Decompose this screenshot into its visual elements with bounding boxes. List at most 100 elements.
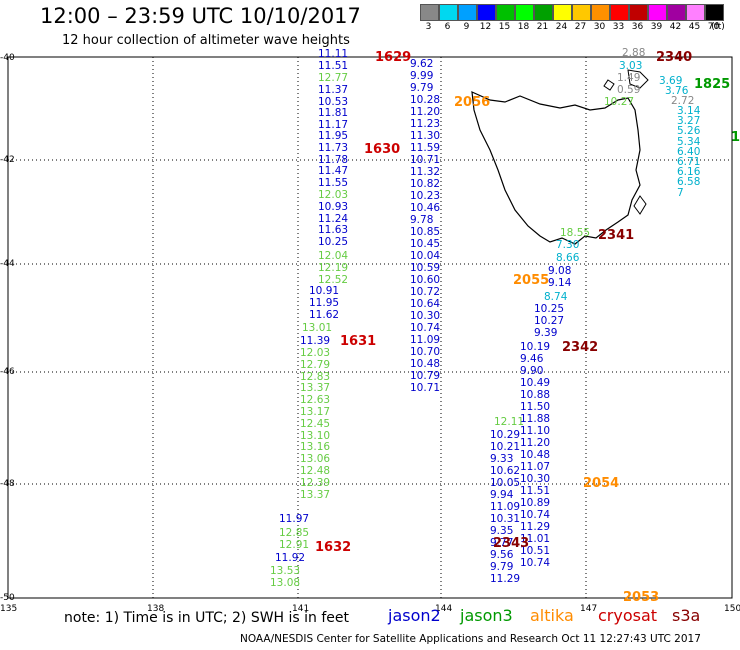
wave-height-value: 8.74 (544, 291, 568, 303)
pass-time-label: 2055 (513, 273, 550, 288)
wave-height-value: 13.08 (270, 577, 301, 589)
scale-swatch (534, 4, 553, 21)
wave-height-value: 6.16 (677, 166, 701, 179)
wave-height-value: 10.71 (410, 154, 441, 166)
lon-label: 135 (0, 604, 18, 614)
wave-height-value: 9.94 (490, 489, 514, 501)
scale-swatch (648, 4, 667, 21)
wave-height-value: 12.45 (300, 417, 331, 430)
scale-swatch (686, 4, 705, 21)
wave-height-value: 9.79 (410, 82, 434, 94)
pass-time-label: 2054 (583, 476, 620, 491)
wave-height-value: 11.51 (318, 59, 349, 72)
lat-label: -48 (0, 479, 15, 489)
scale-label: 15 (498, 22, 511, 32)
wave-height-value: 12.11 (494, 416, 525, 428)
wave-height-value: 12.85 (279, 527, 310, 539)
legend-item: altika (530, 606, 574, 625)
wave-height-value: 11.59 (410, 142, 441, 154)
wave-height-value: 13.16 (300, 441, 331, 454)
pass-time-label: 2340 (656, 50, 693, 65)
wave-height-value: 9.39 (534, 327, 558, 339)
wave-height-value: 9.08 (548, 265, 572, 277)
lat-label: -40 (0, 53, 15, 63)
wave-height-value: 10.27 (534, 315, 565, 327)
credit-line: NOAA/NESDIS Center for Satellite Applica… (240, 633, 701, 645)
scale-swatch (629, 4, 648, 21)
wave-height-value: 10.49 (520, 377, 551, 389)
wave-height-value: 10.23 (410, 190, 441, 202)
wave-height-value: 12.77 (318, 72, 349, 84)
wave-height-value: 3.69 (659, 75, 683, 87)
island-north (603, 69, 649, 91)
wave-height-value: 11.73 (318, 142, 349, 154)
wave-height-value: 10.48 (520, 449, 551, 461)
wave-height-value: 11.09 (410, 334, 441, 346)
wave-height-value: 12.83 (300, 370, 331, 383)
wave-height-value: 13.17 (300, 406, 331, 418)
scale-swatch (420, 4, 439, 21)
scale-label: 45 (688, 22, 701, 32)
wave-height-value: 13.10 (300, 429, 331, 442)
pass-time-label: 1 (731, 130, 740, 145)
wave-height-value: 11.97 (279, 513, 310, 525)
lat-label: -42 (0, 155, 15, 165)
wave-height-value: 12.79 (300, 358, 331, 371)
wave-height-value: 9.14 (548, 277, 572, 289)
scale-swatch (515, 4, 534, 21)
note-text: note: 1) Time is in UTC; 2) SWH is in fe… (64, 610, 350, 626)
wave-height-value: 10.72 (410, 286, 441, 298)
wave-height-value: 10.30 (520, 473, 551, 485)
wave-height-value: 6.58 (677, 176, 701, 189)
scale-label: 70 (707, 22, 720, 32)
pass-time-label: 2343 (493, 536, 530, 551)
scale-label: 30 (593, 22, 606, 32)
wave-height-value: 9.62 (410, 58, 434, 70)
legend-item: cryosat (598, 606, 658, 625)
scale-swatch (667, 4, 686, 21)
scale-swatch (572, 4, 591, 21)
pass-time-label: 1825 (694, 77, 731, 92)
wave-height-value: 11.24 (318, 212, 349, 225)
color-scale: 3 6 9 12 15 18 21 24 27 30 33 36 39 42 45 70 (ft) (420, 4, 727, 34)
wave-height-value: 9.79 (490, 561, 514, 573)
lat-label: -46 (0, 367, 15, 377)
wave-height-value: 2.88 (622, 47, 646, 59)
scale-label: 39 (650, 22, 663, 32)
wave-height-value: 11.63 (318, 224, 349, 237)
wave-height-value: 3.76 (665, 85, 689, 97)
wave-height-value: 9.46 (520, 353, 544, 365)
wave-height-value: 0.59 (617, 84, 641, 96)
scale-label: 36 (631, 22, 644, 32)
pass-time-label: 2056 (454, 95, 491, 110)
scale-label: 18 (517, 22, 530, 32)
chart-title: 12:00 – 23:59 UTC 10/10/2017 (40, 4, 361, 28)
chart-subtitle: 12 hour collection of altimeter wave hei… (62, 33, 350, 48)
wave-height-value: 11.95 (309, 296, 340, 309)
scale-label: 42 (669, 22, 682, 32)
wave-height-value: 12.04 (318, 250, 349, 262)
lon-label: 141 (292, 604, 310, 614)
wave-height-value: 10.93 (318, 201, 349, 213)
scale-swatch (553, 4, 572, 21)
scale-label: 6 (444, 22, 451, 32)
wave-height-value: 10.91 (309, 285, 340, 297)
lon-label: 138 (147, 604, 165, 614)
wave-height-value: 3.14 (677, 105, 701, 117)
wave-height-value: 10.82 (410, 178, 441, 190)
scale-label: 12 (479, 22, 492, 32)
lon-label: 150 (724, 604, 740, 614)
wave-height-value: 11.20 (410, 106, 441, 118)
scale-label: 21 (536, 22, 549, 32)
lon-label: 147 (580, 604, 598, 614)
wave-height-value: 10.05 (490, 477, 521, 489)
wave-height-value: 12.91 (279, 538, 310, 551)
wave-height-value: 2.72 (671, 95, 695, 107)
wave-height-value: 1.49 (617, 72, 641, 84)
pass-time-label: 1631 (340, 334, 377, 349)
wave-height-value: 13.06 (300, 453, 331, 466)
wave-height-value: 10.45 (410, 238, 441, 250)
wave-height-value: 9.90 (520, 365, 544, 377)
wave-height-value: 11.39 (300, 335, 331, 347)
